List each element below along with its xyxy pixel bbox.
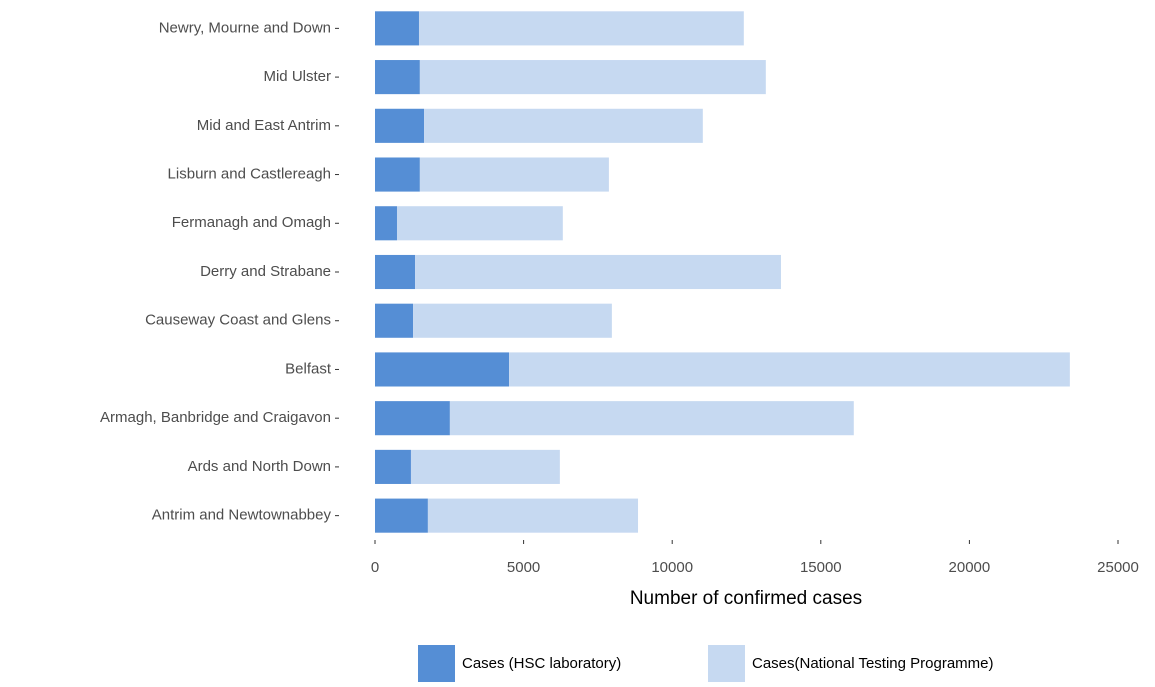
- bar: [375, 11, 419, 46]
- bar: [375, 157, 420, 192]
- bar: [375, 206, 397, 241]
- y-tick-label: Mid Ulster: [263, 68, 331, 85]
- y-tick-label: Derry and Strabane: [200, 263, 331, 280]
- y-tick-label: Lisburn and Castlereagh: [168, 166, 331, 183]
- bar: [509, 352, 1070, 387]
- y-tick-label: Fermanagh and Omagh: [172, 214, 331, 231]
- bar: [375, 401, 450, 436]
- legend-swatch: [418, 645, 455, 682]
- bar: [410, 449, 560, 484]
- y-tick-label: Belfast: [285, 360, 332, 377]
- legend-label: Cases (HSC laboratory): [462, 655, 621, 672]
- y-tick-label: Ards and North Down: [188, 458, 331, 475]
- x-tick-label: 20000: [949, 559, 991, 576]
- bar: [419, 157, 609, 192]
- x-tick-label: 10000: [651, 559, 693, 576]
- x-tick-label: 5000: [507, 559, 540, 576]
- bar: [418, 11, 744, 46]
- x-tick-label: 15000: [800, 559, 842, 576]
- bar: [396, 206, 563, 241]
- bar: [375, 60, 420, 95]
- bar: [419, 60, 766, 95]
- y-tick-label: Causeway Coast and Glens: [145, 312, 331, 329]
- bar: [375, 498, 428, 533]
- x-tick-label: 0: [371, 559, 379, 576]
- bar: [413, 303, 612, 338]
- bar: [424, 108, 703, 143]
- bar: [375, 254, 416, 290]
- legend-swatch: [708, 645, 745, 682]
- y-tick-label: Armagh, Banbridge and Craigavon: [100, 409, 331, 426]
- x-axis-title: Number of confirmed cases: [630, 588, 862, 609]
- bar: [449, 401, 854, 436]
- y-tick-label: Antrim and Newtownabbey: [152, 507, 332, 524]
- bar: [375, 108, 425, 143]
- bar: [375, 352, 510, 387]
- y-tick-label: Mid and East Antrim: [197, 117, 331, 134]
- y-tick-label: Newry, Mourne and Down: [159, 19, 331, 36]
- x-tick-label: 25000: [1097, 559, 1139, 576]
- bar: [375, 303, 414, 338]
- bar: [415, 254, 781, 290]
- bar: [375, 449, 411, 484]
- bar: [427, 498, 639, 533]
- legend-label: Cases(National Testing Programme): [752, 655, 994, 672]
